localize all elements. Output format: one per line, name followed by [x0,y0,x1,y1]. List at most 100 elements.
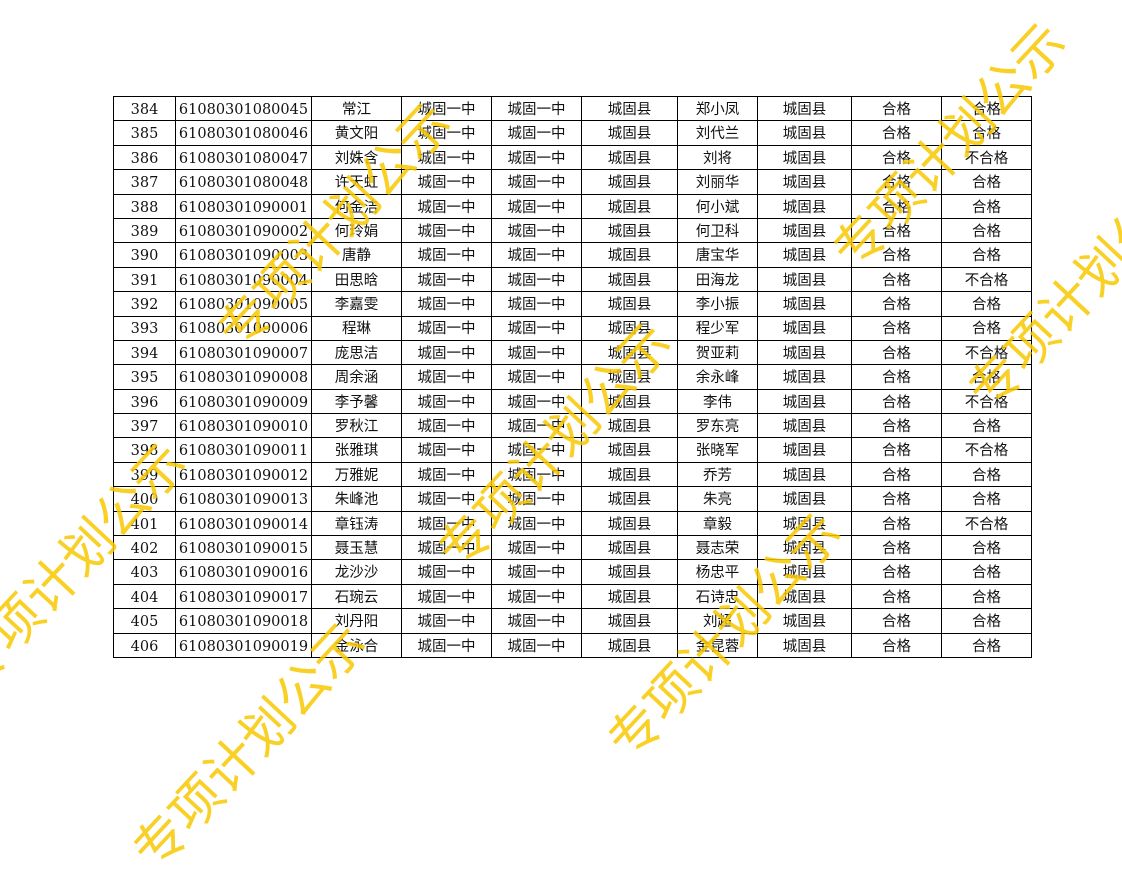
student-id-cell: 61080301090012 [175,461,312,488]
student-name-cell: 石琬云 [311,583,402,610]
student-name-cell: 周余涵 [311,364,402,390]
guardian-name-cell: 何小斌 [677,193,758,219]
row-number-cell: 389 [113,217,176,244]
student-id-cell: 61080301090001 [175,193,312,219]
student-name-cell: 万雅妮 [311,461,402,488]
graduating-school-cell: 城固一中 [491,95,582,122]
review-result-1-cell: 合格 [851,364,942,390]
review-result-1-cell: 合格 [851,608,942,634]
row-number-cell: 393 [113,315,176,341]
graduating-school-cell: 城固一中 [491,413,582,439]
graduating-school-cell: 城固一中 [491,364,582,390]
row-number-cell: 390 [113,242,176,268]
review-result-1-cell: 合格 [851,315,942,341]
graduating-school-cell: 城固一中 [491,535,582,561]
school-cell: 城固一中 [401,339,492,366]
student-name-cell: 许天虹 [311,169,402,195]
guardian-name-cell: 杨忠平 [677,559,758,585]
student-id-cell: 61080301090002 [175,217,312,244]
guardian-county-cell: 城固县 [757,388,852,415]
review-result-2-cell: 合格 [941,217,1032,244]
student-name-cell: 田思晗 [311,266,402,293]
table-row: 384 61080301080045 常江 城固一中 城固一中 城固县 郑小凤 城固县 合格 合格 [113,95,1032,122]
review-result-2-cell: 合格 [941,608,1032,634]
guardian-county-cell: 城固县 [757,364,852,390]
row-number-cell: 385 [113,120,176,146]
row-number-cell: 401 [113,510,176,537]
review-result-2-cell: 合格 [941,193,1032,219]
school-cell: 城固一中 [401,364,492,390]
graduating-school-cell: 城固一中 [491,339,582,366]
guardian-name-cell: 刘代兰 [677,120,758,146]
graduating-school-cell: 城固一中 [491,144,582,171]
guardian-county-cell: 城固县 [757,193,852,219]
school-cell: 城固一中 [401,388,492,415]
county-cell: 城固县 [581,413,678,439]
school-cell: 城固一中 [401,461,492,488]
guardian-name-cell: 石诗忠 [677,583,758,610]
student-id-cell: 61080301090015 [175,535,312,561]
student-id-cell: 61080301090011 [175,437,312,463]
guardian-name-cell: 程少军 [677,315,758,341]
review-result-1-cell: 合格 [851,583,942,610]
guardian-name-cell: 聂志荣 [677,535,758,561]
review-result-2-cell: 合格 [941,486,1032,512]
school-cell: 城固一中 [401,535,492,561]
county-cell: 城固县 [581,144,678,171]
review-result-1-cell: 合格 [851,413,942,439]
student-id-cell: 61080301080046 [175,120,312,146]
table-row: 389 61080301090002 何玲娟 城固一中 城固一中 城固县 何卫科 城固县 合格合… [113,217,1032,244]
row-number-cell: 406 [113,632,176,658]
school-cell: 城固一中 [401,608,492,634]
guardian-county-cell: 城固县 [757,169,852,195]
row-number-cell: 391 [113,266,176,293]
row-number-cell: 384 [113,95,176,122]
table-row: 395 61080301090008 周余涵 城固一中 城固一中 城固县 余永峰 城固县 合格合… [113,364,1032,390]
guardian-county-cell: 城固县 [757,413,852,439]
school-cell: 城固一中 [401,120,492,146]
county-cell: 城固县 [581,486,678,512]
review-result-1-cell: 合格 [851,144,942,171]
guardian-name-cell: 刘超 [677,608,758,634]
guardian-name-cell: 郑小凤 [677,95,758,122]
school-cell: 城固一中 [401,95,492,122]
row-number-cell: 386 [113,144,176,171]
row-number-cell: 392 [113,291,176,317]
guardian-county-cell: 城固县 [757,95,852,122]
student-name-cell: 金泳合 [311,632,402,658]
student-id-cell: 61080301090013 [175,486,312,512]
review-result-2-cell: 不合格 [941,388,1032,415]
table-row: 387 61080301080048 许天虹 城固一中 城固一中 城固县 刘丽华 城固县 合格合… [113,169,1032,195]
row-number-cell: 388 [113,193,176,219]
student-name-cell: 张雅琪 [311,437,402,463]
student-id-cell: 61080301090017 [175,583,312,610]
county-cell: 城固县 [581,510,678,537]
student-name-cell: 程琳 [311,315,402,341]
guardian-name-cell: 金昆蓉 [677,632,758,658]
student-id-cell: 61080301090006 [175,315,312,341]
review-result-2-cell: 合格 [941,120,1032,146]
graduating-school-cell: 城固一中 [491,632,582,658]
county-cell: 城固县 [581,169,678,195]
county-cell: 城固县 [581,291,678,317]
county-cell: 城固县 [581,339,678,366]
review-result-1-cell: 合格 [851,437,942,463]
school-cell: 城固一中 [401,510,492,537]
review-result-1-cell: 合格 [851,388,942,415]
review-result-1-cell: 合格 [851,217,942,244]
graduating-school-cell: 城固一中 [491,437,582,463]
student-name-cell: 刘姝含 [311,144,402,171]
guardian-county-cell: 城固县 [757,510,852,537]
county-cell: 城固县 [581,437,678,463]
school-cell: 城固一中 [401,291,492,317]
student-id-cell: 61080301090010 [175,413,312,439]
graduating-school-cell: 城固一中 [491,510,582,537]
review-result-1-cell: 合格 [851,535,942,561]
row-number-cell: 398 [113,437,176,463]
guardian-county-cell: 城固县 [757,461,852,488]
review-result-2-cell: 合格 [941,583,1032,610]
guardian-name-cell: 唐宝华 [677,242,758,268]
student-name-cell: 唐静 [311,242,402,268]
review-result-1-cell: 合格 [851,339,942,366]
graduating-school-cell: 城固一中 [491,388,582,415]
